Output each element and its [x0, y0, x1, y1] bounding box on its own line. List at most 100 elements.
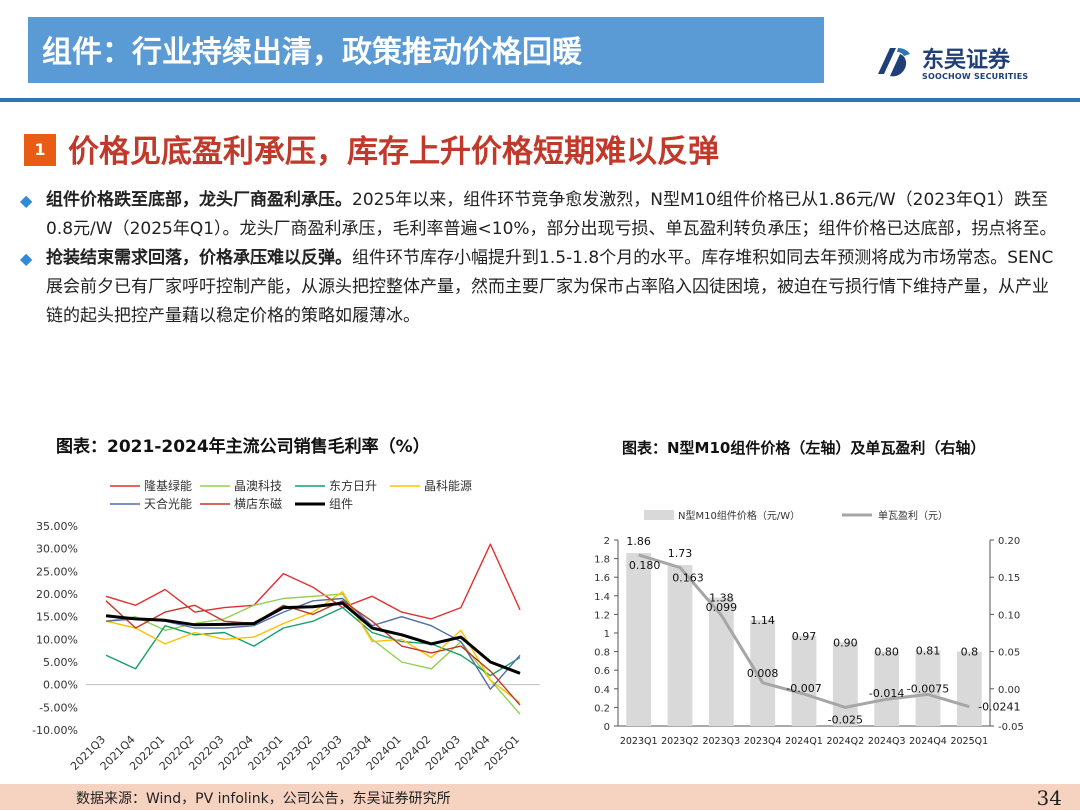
- x-tick-label: 2023Q1: [620, 736, 658, 747]
- y-tick-label: 10.00%: [36, 633, 78, 646]
- paragraph-text: 组件环节库存小幅提升到1.5-1.8个月的水平。库存堆积如同去年预测将成为市场常…: [46, 248, 1054, 326]
- price-bar: [874, 651, 900, 726]
- y-tick-label: 30.00%: [36, 543, 78, 556]
- paragraph-lead: 抢装结束需求回落，价格承压难以反弹。: [46, 248, 352, 268]
- y-tick-label: -10.00%: [32, 724, 78, 737]
- price-bar: [915, 650, 941, 726]
- price-bar-label: 1.38: [709, 592, 734, 605]
- series-line: [105, 606, 521, 677]
- section-title: 价格见底盈利承压，库存上升价格短期难以反弹: [68, 134, 719, 170]
- module-price-chart: 00.20.40.60.811.21.41.61.82-0.050.000.05…: [594, 509, 1024, 747]
- x-tick-label: 2023Q3: [702, 736, 740, 747]
- y-tick-label: 20.00%: [36, 588, 78, 601]
- legend-label: 组件: [329, 497, 353, 511]
- page-title: 组件：行业持续出清，政策推动价格回暖: [42, 35, 582, 70]
- left-tick-label: 0.2: [594, 703, 610, 714]
- logo-mark-icon: [872, 42, 912, 82]
- legend-label: 横店东磁: [234, 496, 282, 511]
- series-line: [105, 543, 521, 620]
- x-tick-label: 2024Q1: [785, 736, 823, 747]
- header-divider: [0, 98, 1080, 102]
- profit-line-label: -0.007: [786, 682, 821, 695]
- diamond-bullet-icon: ◆: [20, 249, 33, 268]
- left-tick-label: 1.2: [594, 610, 610, 621]
- profit-line-label: 0.180: [629, 559, 661, 572]
- left-tick-label: 1.6: [594, 573, 610, 584]
- diamond-bullet-icon: ◆: [20, 191, 33, 210]
- y-tick-label: 35.00%: [36, 520, 78, 533]
- body-text: ◆ 组件价格跌至底部，龙头厂商盈利承压。2025年以来，组件环节竞争愈发激烈，N型…: [18, 186, 1058, 331]
- chart1-title: 图表：2021-2024年主流公司销售毛利率（%）: [56, 437, 430, 457]
- series-line: [105, 601, 521, 675]
- left-tick-label: 0.4: [594, 685, 610, 696]
- legend-label: 天合光能: [144, 496, 192, 511]
- profit-line-label: -0.025: [828, 713, 863, 726]
- x-tick-label: 2023Q2: [661, 736, 699, 747]
- profit-line-label: -0.014: [869, 687, 904, 700]
- left-tick-label: 0.8: [594, 648, 610, 659]
- profit-line-label: 0.099: [706, 601, 738, 614]
- x-tick-label: 2024Q2: [826, 736, 864, 747]
- right-tick-label: 0.05: [998, 648, 1020, 659]
- x-tick-label: 2023Q4: [744, 736, 782, 747]
- section-number-badge: 1: [24, 134, 56, 166]
- logo-english-name: SOOCHOW SECURITIES: [922, 72, 1029, 81]
- price-bar-label: 1.14: [750, 614, 775, 627]
- legend-label: 东方日升: [329, 478, 377, 493]
- price-bar-label: 1.73: [668, 547, 693, 560]
- price-bar-label: 0.80: [874, 646, 899, 659]
- profit-line: [638, 553, 970, 709]
- series-line: [105, 597, 521, 690]
- right-tick-label: 0.15: [998, 573, 1020, 584]
- paragraph-text: 2025年以来，组件环节竞争愈发激烈，N型M10组件价格已从1.86元/W（20…: [46, 190, 1057, 239]
- x-tick-label: 2025Q1: [950, 736, 988, 747]
- source-text: 数据来源：Wind，PV infolink，公司公告，东吴证券研究所: [76, 791, 451, 807]
- title-bar: 组件：行业持续出清，政策推动价格回暖: [28, 17, 824, 83]
- y-tick-label: -5.00%: [39, 701, 78, 714]
- y-tick-label: 0.00%: [43, 679, 78, 692]
- price-bar-label: 0.97: [792, 630, 817, 643]
- x-tick-label: 2024Q3: [868, 736, 906, 747]
- gross-margin-chart: -10.00% -5.00% 0.00% 5.00% 10.00% 15.00% 20.00…: [32, 478, 540, 773]
- profit-line-label: -0.0241: [978, 701, 1020, 714]
- left-tick-label: 2: [604, 536, 610, 547]
- page-number: 34: [1036, 786, 1062, 810]
- paragraph-lead: 组件价格跌至底部，龙头厂商盈利承压。: [46, 190, 352, 210]
- price-bar: [626, 553, 652, 726]
- left-tick-label: 0: [604, 722, 610, 733]
- left-tick-label: 0.6: [594, 666, 610, 677]
- left-tick-label: 1.8: [594, 555, 610, 566]
- price-bar-label: 1.86: [626, 535, 651, 548]
- y-tick-label: 25.00%: [36, 565, 78, 578]
- price-bar: [750, 619, 776, 726]
- profit-line-label: 0.008: [747, 667, 779, 680]
- y-tick-label: 15.00%: [36, 611, 78, 624]
- profit-line-label: 0.163: [672, 572, 704, 585]
- x-tick-label: 2024Q4: [909, 736, 947, 747]
- legend-label: N型M10组件价格（元/W）: [678, 509, 800, 522]
- price-bar-label: 0.90: [833, 636, 858, 649]
- right-tick-label: 0.00: [998, 685, 1020, 696]
- legend-label: 晶澳科技: [234, 479, 282, 493]
- source-footer: 数据来源：Wind，PV infolink，公司公告，东吴证券研究所 34: [0, 784, 1080, 810]
- bullet-paragraph: ◆ 组件价格跌至底部，龙头厂商盈利承压。2025年以来，组件环节竞争愈发激烈，N型…: [18, 186, 1058, 244]
- left-tick-label: 1.4: [594, 592, 610, 603]
- logo-chinese-name: 东吴证券: [922, 48, 1011, 73]
- right-tick-label: 0.20: [998, 536, 1020, 547]
- legend-swatch: [644, 510, 674, 520]
- legend-label: 隆基绿能: [144, 478, 192, 493]
- right-tick-label: 0.10: [998, 610, 1020, 621]
- price-bar: [791, 635, 817, 726]
- chart2-title: 图表：N型M10组件价格（左轴）及单瓦盈利（右轴）: [622, 439, 986, 457]
- price-bar: [667, 565, 693, 726]
- profit-line-label: -0.0075: [907, 682, 949, 695]
- legend-label: 单瓦盈利（元）: [878, 510, 948, 522]
- y-tick-label: 5.00%: [43, 656, 78, 669]
- right-tick-label: -0.05: [998, 722, 1024, 733]
- price-bar-label: 0.81: [916, 645, 941, 658]
- price-bar-label: 0.8: [961, 646, 979, 659]
- price-bar: [956, 651, 982, 726]
- price-bar: [708, 597, 734, 726]
- price-bar: [832, 642, 858, 726]
- left-tick-label: 1: [604, 629, 610, 640]
